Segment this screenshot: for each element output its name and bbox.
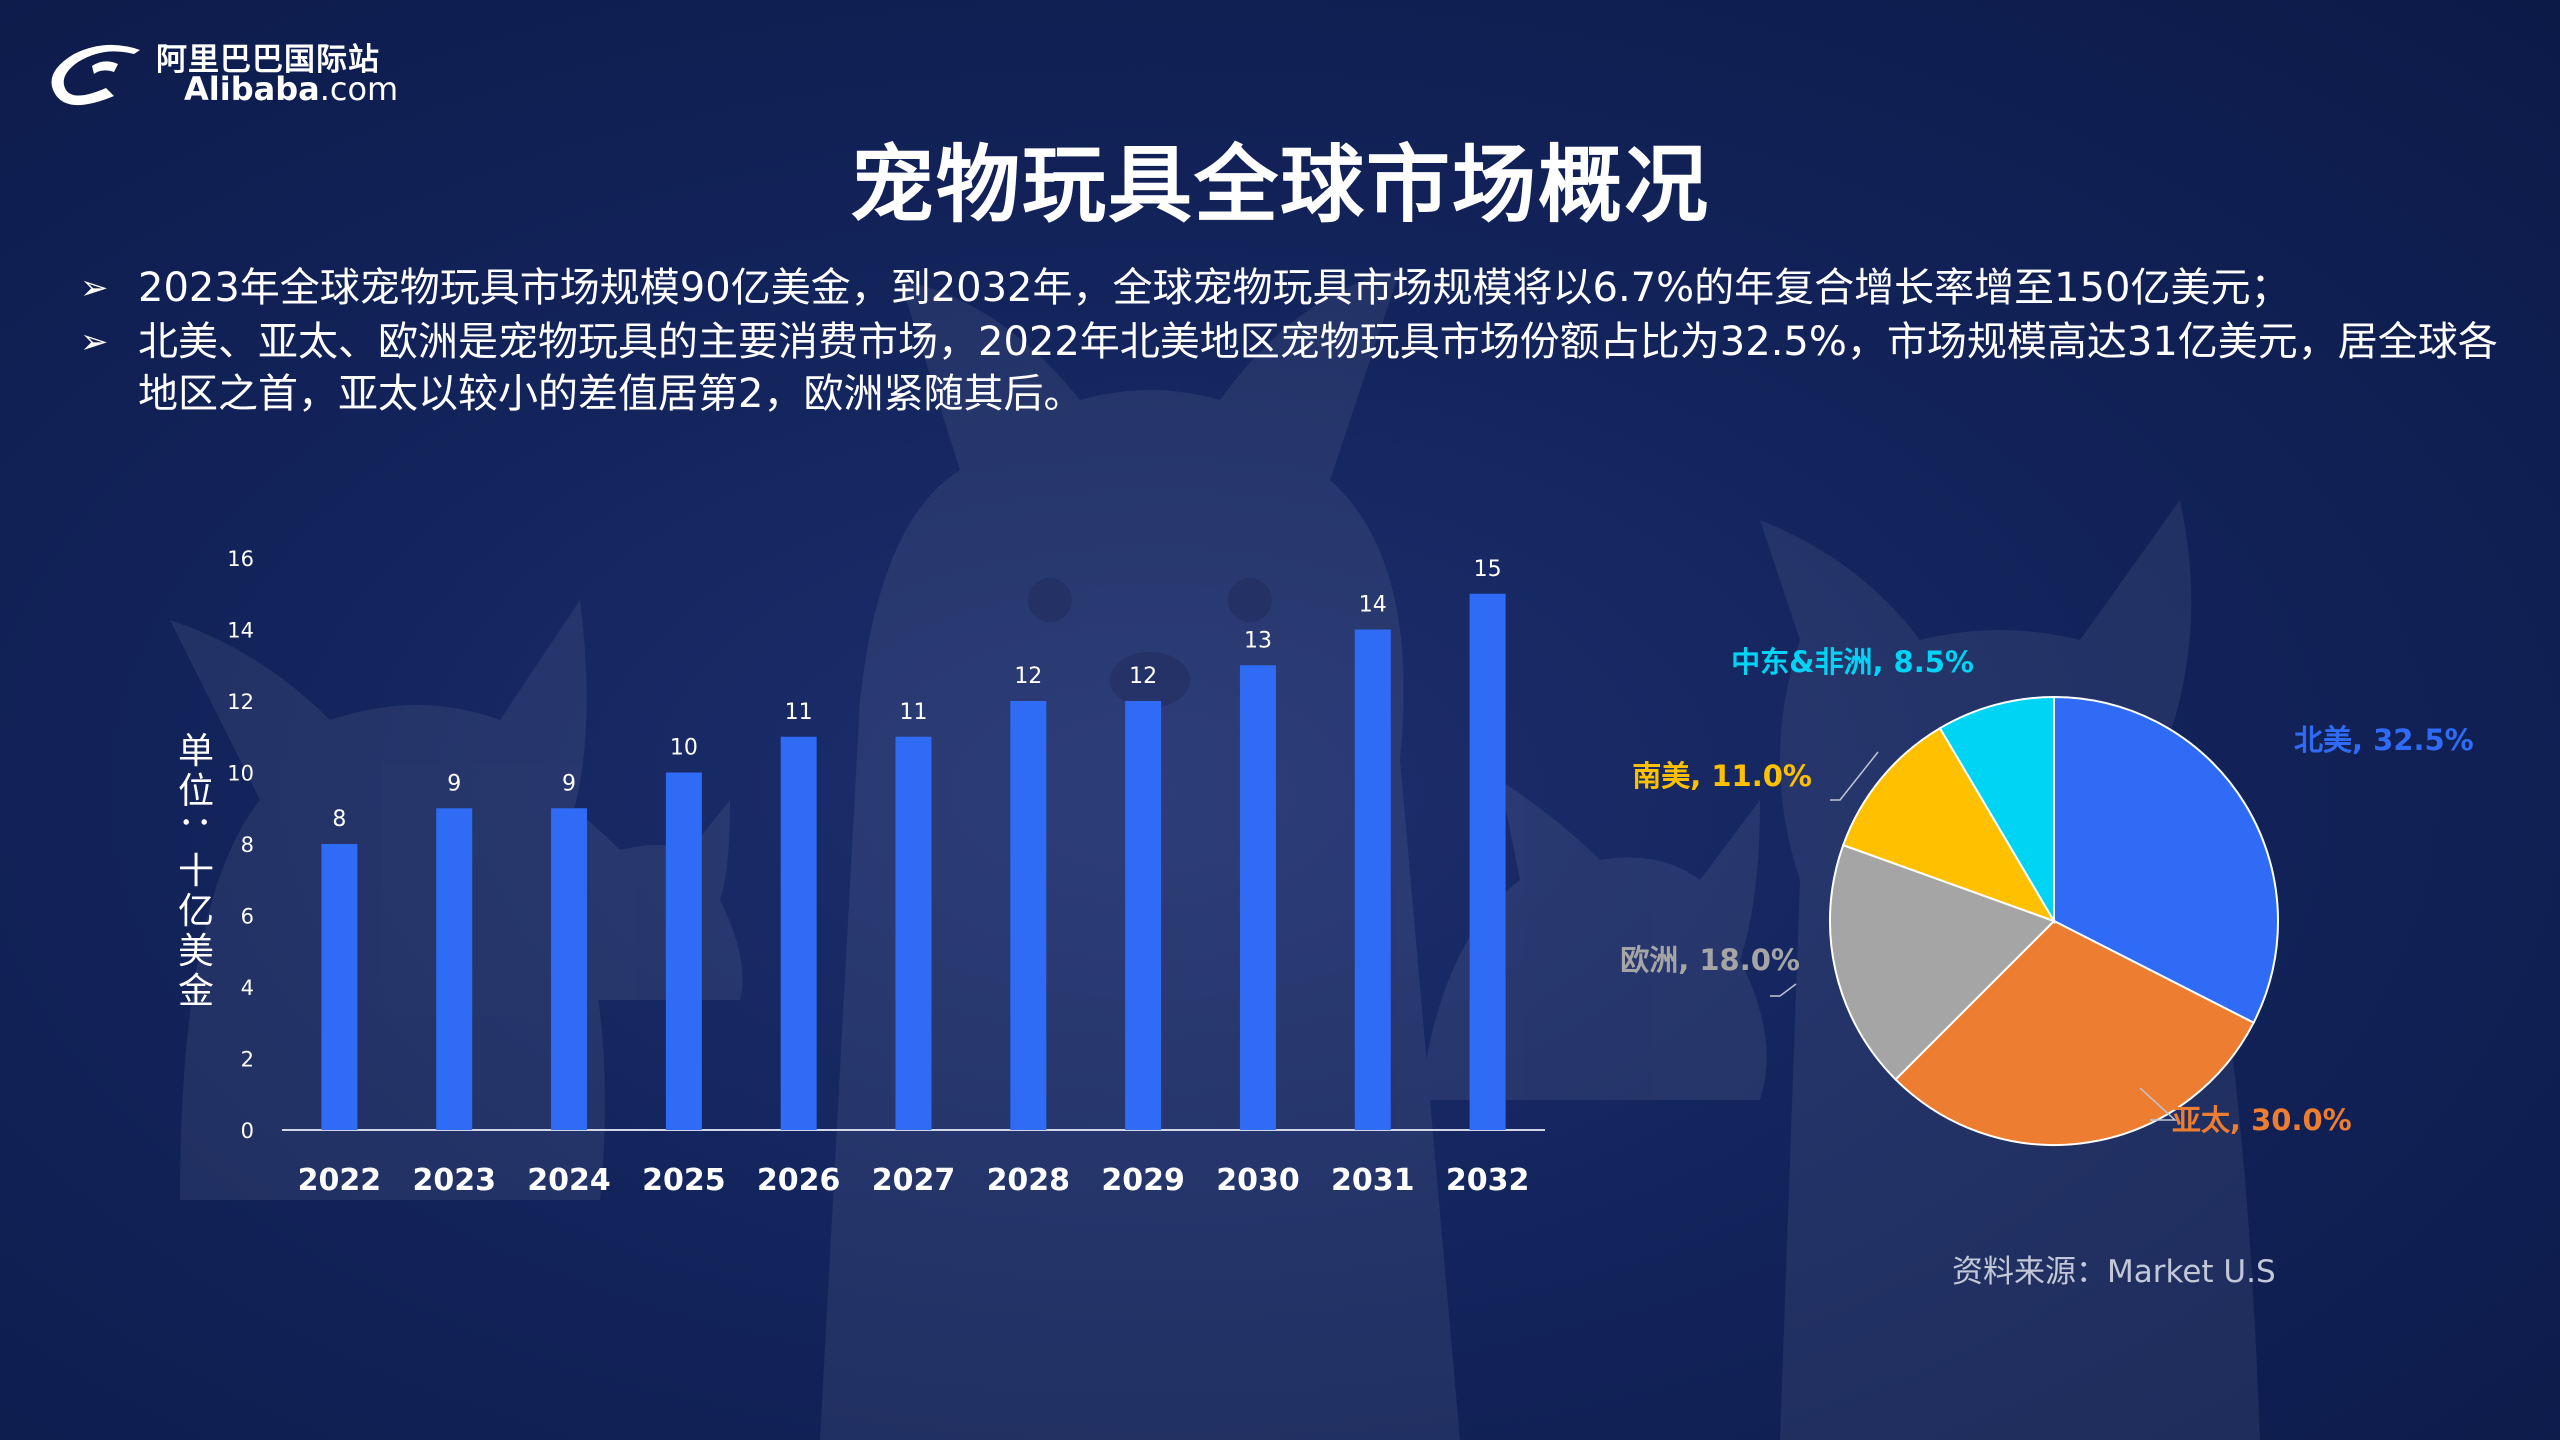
bar: [895, 736, 932, 1130]
logo-chinese-text: 阿里巴巴国际站: [156, 42, 380, 78]
y-axis-title-char: 十: [178, 851, 214, 892]
bullet-list: ➢ 2023年全球宠物玩具市场规模90亿美金，到2032年，全球宠物玩具市场规模…: [80, 262, 2520, 422]
x-tick-label: 2032: [1446, 1163, 1530, 1198]
pie-slice: [1938, 695, 2055, 925]
y-tick-label: 0: [241, 1119, 254, 1143]
pie-leader-line: [1830, 751, 1879, 801]
bar-value-label: 12: [1014, 664, 1042, 689]
bar-value-label: 12: [1129, 664, 1157, 689]
y-tick-label: 2: [241, 1048, 254, 1072]
bullet-arrow-icon: ➢: [80, 322, 109, 362]
bar: [551, 808, 588, 1130]
x-tick-label: 2031: [1331, 1163, 1415, 1198]
x-tick-label: 2029: [1101, 1163, 1185, 1198]
x-tick-label: 2028: [987, 1163, 1070, 1198]
bar-value-label: 10: [670, 736, 698, 761]
pie-slice-label: 南美, 11.0%: [1632, 759, 1812, 793]
bar: [780, 736, 817, 1130]
y-tick-label: 10: [227, 762, 254, 786]
bar: [1354, 629, 1391, 1130]
y-tick-label: 8: [241, 833, 254, 857]
bullet-item: ➢ 北美、亚太、欧洲是宠物玩具的主要消费市场，2022年北美地区宠物玩具市场份额…: [80, 316, 2520, 420]
bar: [321, 844, 358, 1130]
y-tick-label: 6: [241, 905, 254, 929]
alibaba-smile-icon: [51, 44, 140, 106]
bullet-text: 北美、亚太、欧洲是宠物玩具的主要消费市场，2022年北美地区宠物玩具市场份额占比…: [138, 319, 2498, 417]
y-tick-label: 12: [227, 690, 254, 714]
bar-value-label: 11: [785, 700, 813, 725]
source-note: 资料来源：Market U.S: [1952, 1254, 2276, 1290]
logo-english-suffix: .com: [319, 70, 399, 108]
bullet-arrow-icon: ➢: [80, 268, 109, 308]
x-tick-label: 2024: [527, 1163, 611, 1198]
bar-value-label: 15: [1474, 557, 1502, 582]
bullet-item: ➢ 2023年全球宠物玩具市场规模90亿美金，到2032年，全球宠物玩具市场规模…: [80, 262, 2520, 314]
market-size-bar-chart: 0 2 4 6 8 10 12 14 16 8 2022 9 2023 9 2024 10 2025 11 2026…: [175, 547, 1545, 1198]
logo-english-bold: Alibaba: [184, 70, 320, 108]
regional-share-pie-chart: 北美, 32.5% 亚太, 30.0% 欧洲, 18.0% 南美, 11.0% 中东&非…: [1620, 645, 2474, 1147]
x-tick-label: 2026: [757, 1163, 841, 1198]
pie-slice-label: 北美, 32.5%: [2294, 723, 2474, 757]
y-axis-title-char: 金: [178, 971, 214, 1012]
y-tick-label: 4: [241, 976, 254, 1000]
bar: [1469, 593, 1506, 1130]
pie-slice: [2053, 695, 2279, 1025]
bar-value-label: 9: [447, 771, 461, 796]
bar-value-label: 11: [900, 700, 928, 725]
pie-slice-label: 中东&非洲, 8.5%: [1731, 645, 1974, 679]
y-axis-title-char: 亿: [178, 891, 214, 932]
bar: [1239, 665, 1276, 1130]
bar-value-label: 14: [1359, 593, 1387, 618]
y-axis-title-char: 位: [178, 771, 214, 812]
bar: [436, 808, 473, 1130]
pie-slice: [1894, 919, 2255, 1147]
bar-value-label: 9: [562, 771, 576, 796]
bar: [665, 772, 702, 1130]
x-tick-label: 2030: [1216, 1163, 1300, 1198]
pie-slice: [1841, 726, 2057, 923]
pie-leader-line: [1770, 983, 1797, 997]
pie-slice-label: 亚太, 30.0%: [2172, 1103, 2352, 1137]
pie-slice: [1829, 843, 2056, 1081]
y-tick-label: 16: [227, 547, 254, 571]
y-axis-title-char: 单: [178, 731, 214, 772]
x-tick-label: 2027: [872, 1163, 956, 1198]
logo-english-text: Alibaba.com: [184, 70, 398, 108]
x-tick-label: 2025: [642, 1163, 726, 1198]
alibaba-logo[interactable]: 阿里巴巴国际站 Alibaba.com: [44, 32, 398, 112]
y-axis-title-char: ：: [175, 813, 216, 849]
bullet-text: 2023年全球宠物玩具市场规模90亿美金，到2032年，全球宠物玩具市场规模将以…: [138, 265, 2291, 311]
bar-value-label: 13: [1244, 628, 1272, 653]
y-axis-title-char: 美: [178, 931, 214, 972]
pie-slice-label: 欧洲, 18.0%: [1620, 943, 1800, 977]
x-tick-label: 2022: [298, 1163, 382, 1198]
pie-leader-line: [2139, 1087, 2177, 1121]
x-tick-label: 2023: [412, 1163, 496, 1198]
slide-title: 宠物玩具全球市场概况: [849, 136, 1710, 234]
bar: [1010, 701, 1047, 1130]
bar-value-label: 8: [332, 807, 346, 832]
bar: [1125, 701, 1162, 1130]
y-tick-label: 14: [227, 619, 254, 643]
